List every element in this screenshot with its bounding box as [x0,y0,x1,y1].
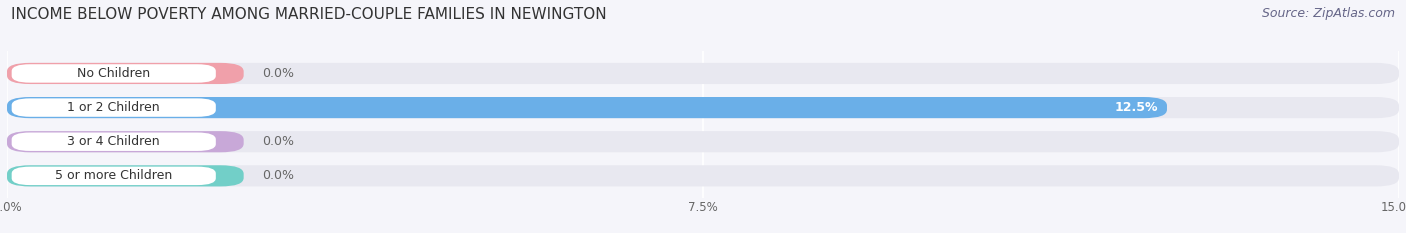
Text: 12.5%: 12.5% [1114,101,1157,114]
Text: 0.0%: 0.0% [262,135,294,148]
Text: Source: ZipAtlas.com: Source: ZipAtlas.com [1261,7,1395,20]
FancyBboxPatch shape [7,165,243,186]
FancyBboxPatch shape [11,133,217,151]
FancyBboxPatch shape [7,63,243,84]
Text: 0.0%: 0.0% [262,169,294,182]
FancyBboxPatch shape [7,97,1399,118]
Text: 5 or more Children: 5 or more Children [55,169,173,182]
FancyBboxPatch shape [11,98,217,117]
FancyBboxPatch shape [7,97,1167,118]
Text: 3 or 4 Children: 3 or 4 Children [67,135,160,148]
Text: 1 or 2 Children: 1 or 2 Children [67,101,160,114]
FancyBboxPatch shape [11,167,217,185]
FancyBboxPatch shape [7,131,243,152]
Text: No Children: No Children [77,67,150,80]
Text: 0.0%: 0.0% [262,67,294,80]
FancyBboxPatch shape [7,131,1399,152]
Text: INCOME BELOW POVERTY AMONG MARRIED-COUPLE FAMILIES IN NEWINGTON: INCOME BELOW POVERTY AMONG MARRIED-COUPL… [11,7,607,22]
FancyBboxPatch shape [7,63,1399,84]
FancyBboxPatch shape [11,64,217,83]
FancyBboxPatch shape [7,165,1399,186]
